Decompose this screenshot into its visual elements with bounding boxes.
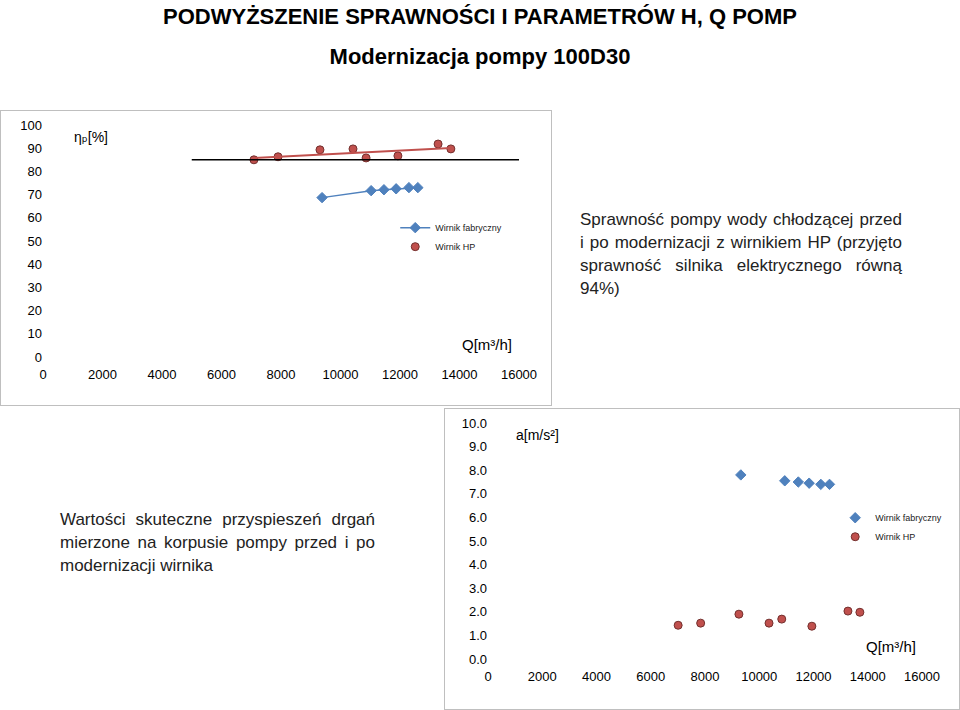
svg-text:0: 0	[35, 350, 42, 365]
svg-text:12000: 12000	[795, 669, 831, 684]
html-text:Sprawność pompy wody chłodzące: Sprawność pompy wody chłodzącej przed i …	[580, 210, 902, 298]
html-text:Modernizacja pompy 100D30: Modernizacja pompy 100D30	[329, 44, 631, 69]
svg-text:10000: 10000	[322, 367, 358, 382]
svg-text:9.0: 9.0	[469, 439, 487, 454]
svg-text:2.0: 2.0	[469, 604, 487, 619]
svg-text:20: 20	[28, 303, 42, 318]
svg-text:100: 100	[20, 118, 42, 133]
svg-text:4000: 4000	[582, 669, 611, 684]
html-text:PODWYŻSZENIE SPRAWNOŚCI I PARA: PODWYŻSZENIE SPRAWNOŚCI I PARAMETRÓW H, …	[163, 4, 797, 29]
svg-text:2000: 2000	[88, 367, 117, 382]
svg-text:6000: 6000	[207, 367, 236, 382]
svg-text:10: 10	[28, 326, 42, 341]
svg-text:7.0: 7.0	[469, 486, 487, 501]
svg-text:3.0: 3.0	[469, 581, 487, 596]
html-text:Wartości skuteczne przyspiesze: Wartości skuteczne przyspieszeń drgań mi…	[60, 510, 375, 575]
svg-text:Q[m³/h]: Q[m³/h]	[462, 336, 512, 353]
svg-text:16000: 16000	[501, 367, 537, 382]
svg-text:14000: 14000	[850, 669, 886, 684]
svg-text:30: 30	[28, 280, 42, 295]
svg-text:ηₚ[%]: ηₚ[%]	[74, 129, 108, 145]
svg-text:50: 50	[28, 234, 42, 249]
svg-text:Wirnik fabryczny: Wirnik fabryczny	[875, 513, 942, 523]
svg-text:0.0: 0.0	[469, 652, 487, 667]
svg-text:2000: 2000	[528, 669, 557, 684]
svg-text:4000: 4000	[148, 367, 177, 382]
svg-text:12000: 12000	[382, 367, 418, 382]
svg-text:10000: 10000	[741, 669, 777, 684]
svg-text:60: 60	[28, 210, 42, 225]
svg-text:8000: 8000	[267, 367, 296, 382]
svg-text:0: 0	[484, 669, 491, 684]
svg-text:a[m/s²]: a[m/s²]	[516, 427, 559, 443]
svg-text:14000: 14000	[441, 367, 477, 382]
svg-text:1.0: 1.0	[469, 628, 487, 643]
svg-text:8000: 8000	[691, 669, 720, 684]
svg-text:4.0: 4.0	[469, 557, 487, 572]
svg-text:5.0: 5.0	[469, 534, 487, 549]
svg-text:16000: 16000	[904, 669, 940, 684]
svg-text:Q[m³/h]: Q[m³/h]	[866, 638, 916, 655]
svg-text:80: 80	[28, 164, 42, 179]
svg-text:0: 0	[39, 367, 46, 382]
svg-text:Wirnik HP: Wirnik HP	[875, 532, 915, 542]
svg-text:40: 40	[28, 257, 42, 272]
svg-text:6000: 6000	[636, 669, 665, 684]
svg-text:6.0: 6.0	[469, 510, 487, 525]
svg-text:8.0: 8.0	[469, 463, 487, 478]
svg-text:70: 70	[28, 187, 42, 202]
svg-text:10.0: 10.0	[462, 416, 487, 431]
svg-text:Wirnik HP: Wirnik HP	[435, 242, 475, 252]
svg-text:Wirnik fabryczny: Wirnik fabryczny	[435, 223, 502, 233]
svg-text:90: 90	[28, 141, 42, 156]
